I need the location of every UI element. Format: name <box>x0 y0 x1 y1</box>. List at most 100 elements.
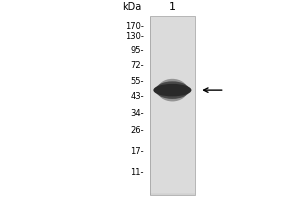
Bar <box>150 125 195 193</box>
Text: 34-: 34- <box>130 109 144 118</box>
Text: 55-: 55- <box>130 77 144 86</box>
Bar <box>150 113 195 193</box>
Bar <box>150 52 195 193</box>
Bar <box>150 115 195 193</box>
Bar <box>150 61 195 193</box>
Bar <box>150 180 195 194</box>
Bar <box>150 191 195 194</box>
Bar <box>150 41 195 193</box>
Bar <box>150 71 195 193</box>
Bar <box>150 162 195 194</box>
Bar <box>150 146 195 194</box>
Bar <box>150 44 195 193</box>
Bar <box>150 62 195 193</box>
Bar <box>150 76 195 193</box>
Bar <box>150 174 195 194</box>
Bar <box>150 124 195 193</box>
Bar <box>150 154 195 194</box>
Bar <box>150 16 195 195</box>
Bar <box>150 92 195 193</box>
Bar <box>150 86 195 193</box>
Bar <box>150 122 195 193</box>
Bar <box>150 23 195 193</box>
Bar <box>150 103 195 193</box>
Bar <box>150 127 195 193</box>
Bar <box>150 121 195 193</box>
Bar <box>150 185 195 194</box>
Bar <box>150 89 195 193</box>
Bar <box>150 65 195 193</box>
Bar <box>150 20 195 192</box>
Bar <box>150 31 195 193</box>
Ellipse shape <box>157 79 188 101</box>
Bar <box>150 165 195 194</box>
Bar <box>150 170 195 194</box>
Bar <box>150 22 195 192</box>
Bar <box>150 49 195 193</box>
Bar <box>150 157 195 194</box>
Bar <box>150 128 195 193</box>
Bar <box>150 68 195 193</box>
Bar <box>150 177 195 194</box>
Bar <box>150 104 195 193</box>
Bar <box>150 158 195 194</box>
Bar <box>150 19 195 192</box>
Bar <box>150 152 195 194</box>
Bar <box>150 118 195 193</box>
Bar <box>150 97 195 193</box>
Bar <box>150 67 195 193</box>
Bar <box>150 192 195 194</box>
Bar <box>150 112 195 193</box>
Bar <box>150 74 195 193</box>
Text: 43-: 43- <box>130 92 144 101</box>
Bar <box>150 179 195 194</box>
Bar <box>150 137 195 193</box>
Bar <box>150 70 195 193</box>
Bar <box>150 168 195 194</box>
Bar <box>150 35 195 193</box>
Bar <box>150 142 195 193</box>
Bar <box>150 161 195 194</box>
Bar <box>150 25 195 193</box>
Bar <box>150 182 195 194</box>
Bar <box>150 58 195 193</box>
Bar <box>150 43 195 193</box>
Bar <box>150 133 195 193</box>
Bar <box>150 55 195 193</box>
Bar <box>150 29 195 193</box>
Bar <box>150 47 195 193</box>
Bar <box>150 82 195 193</box>
Text: 1: 1 <box>169 2 176 12</box>
Bar <box>150 171 195 194</box>
Bar <box>150 46 195 193</box>
Bar <box>150 140 195 193</box>
Bar <box>150 159 195 194</box>
Bar <box>150 155 195 194</box>
Bar <box>150 80 195 193</box>
Bar <box>150 176 195 194</box>
Bar <box>150 149 195 194</box>
Bar <box>150 145 195 194</box>
Bar <box>150 79 195 193</box>
Bar <box>150 101 195 193</box>
Ellipse shape <box>155 81 190 99</box>
Bar <box>150 143 195 194</box>
Bar <box>150 109 195 193</box>
Bar <box>150 106 195 193</box>
Bar <box>150 28 195 193</box>
Bar <box>150 183 195 194</box>
Bar <box>150 116 195 193</box>
Bar <box>150 64 195 193</box>
Text: 11-: 11- <box>130 168 144 177</box>
Text: 26-: 26- <box>130 126 144 135</box>
Bar <box>150 32 195 193</box>
Ellipse shape <box>153 84 191 96</box>
Bar <box>150 34 195 193</box>
Bar <box>150 38 195 193</box>
Bar <box>150 17 195 192</box>
Bar <box>150 186 195 194</box>
Bar <box>150 107 195 193</box>
Text: 17-: 17- <box>130 147 144 156</box>
Bar <box>150 110 195 193</box>
Bar <box>150 88 195 193</box>
